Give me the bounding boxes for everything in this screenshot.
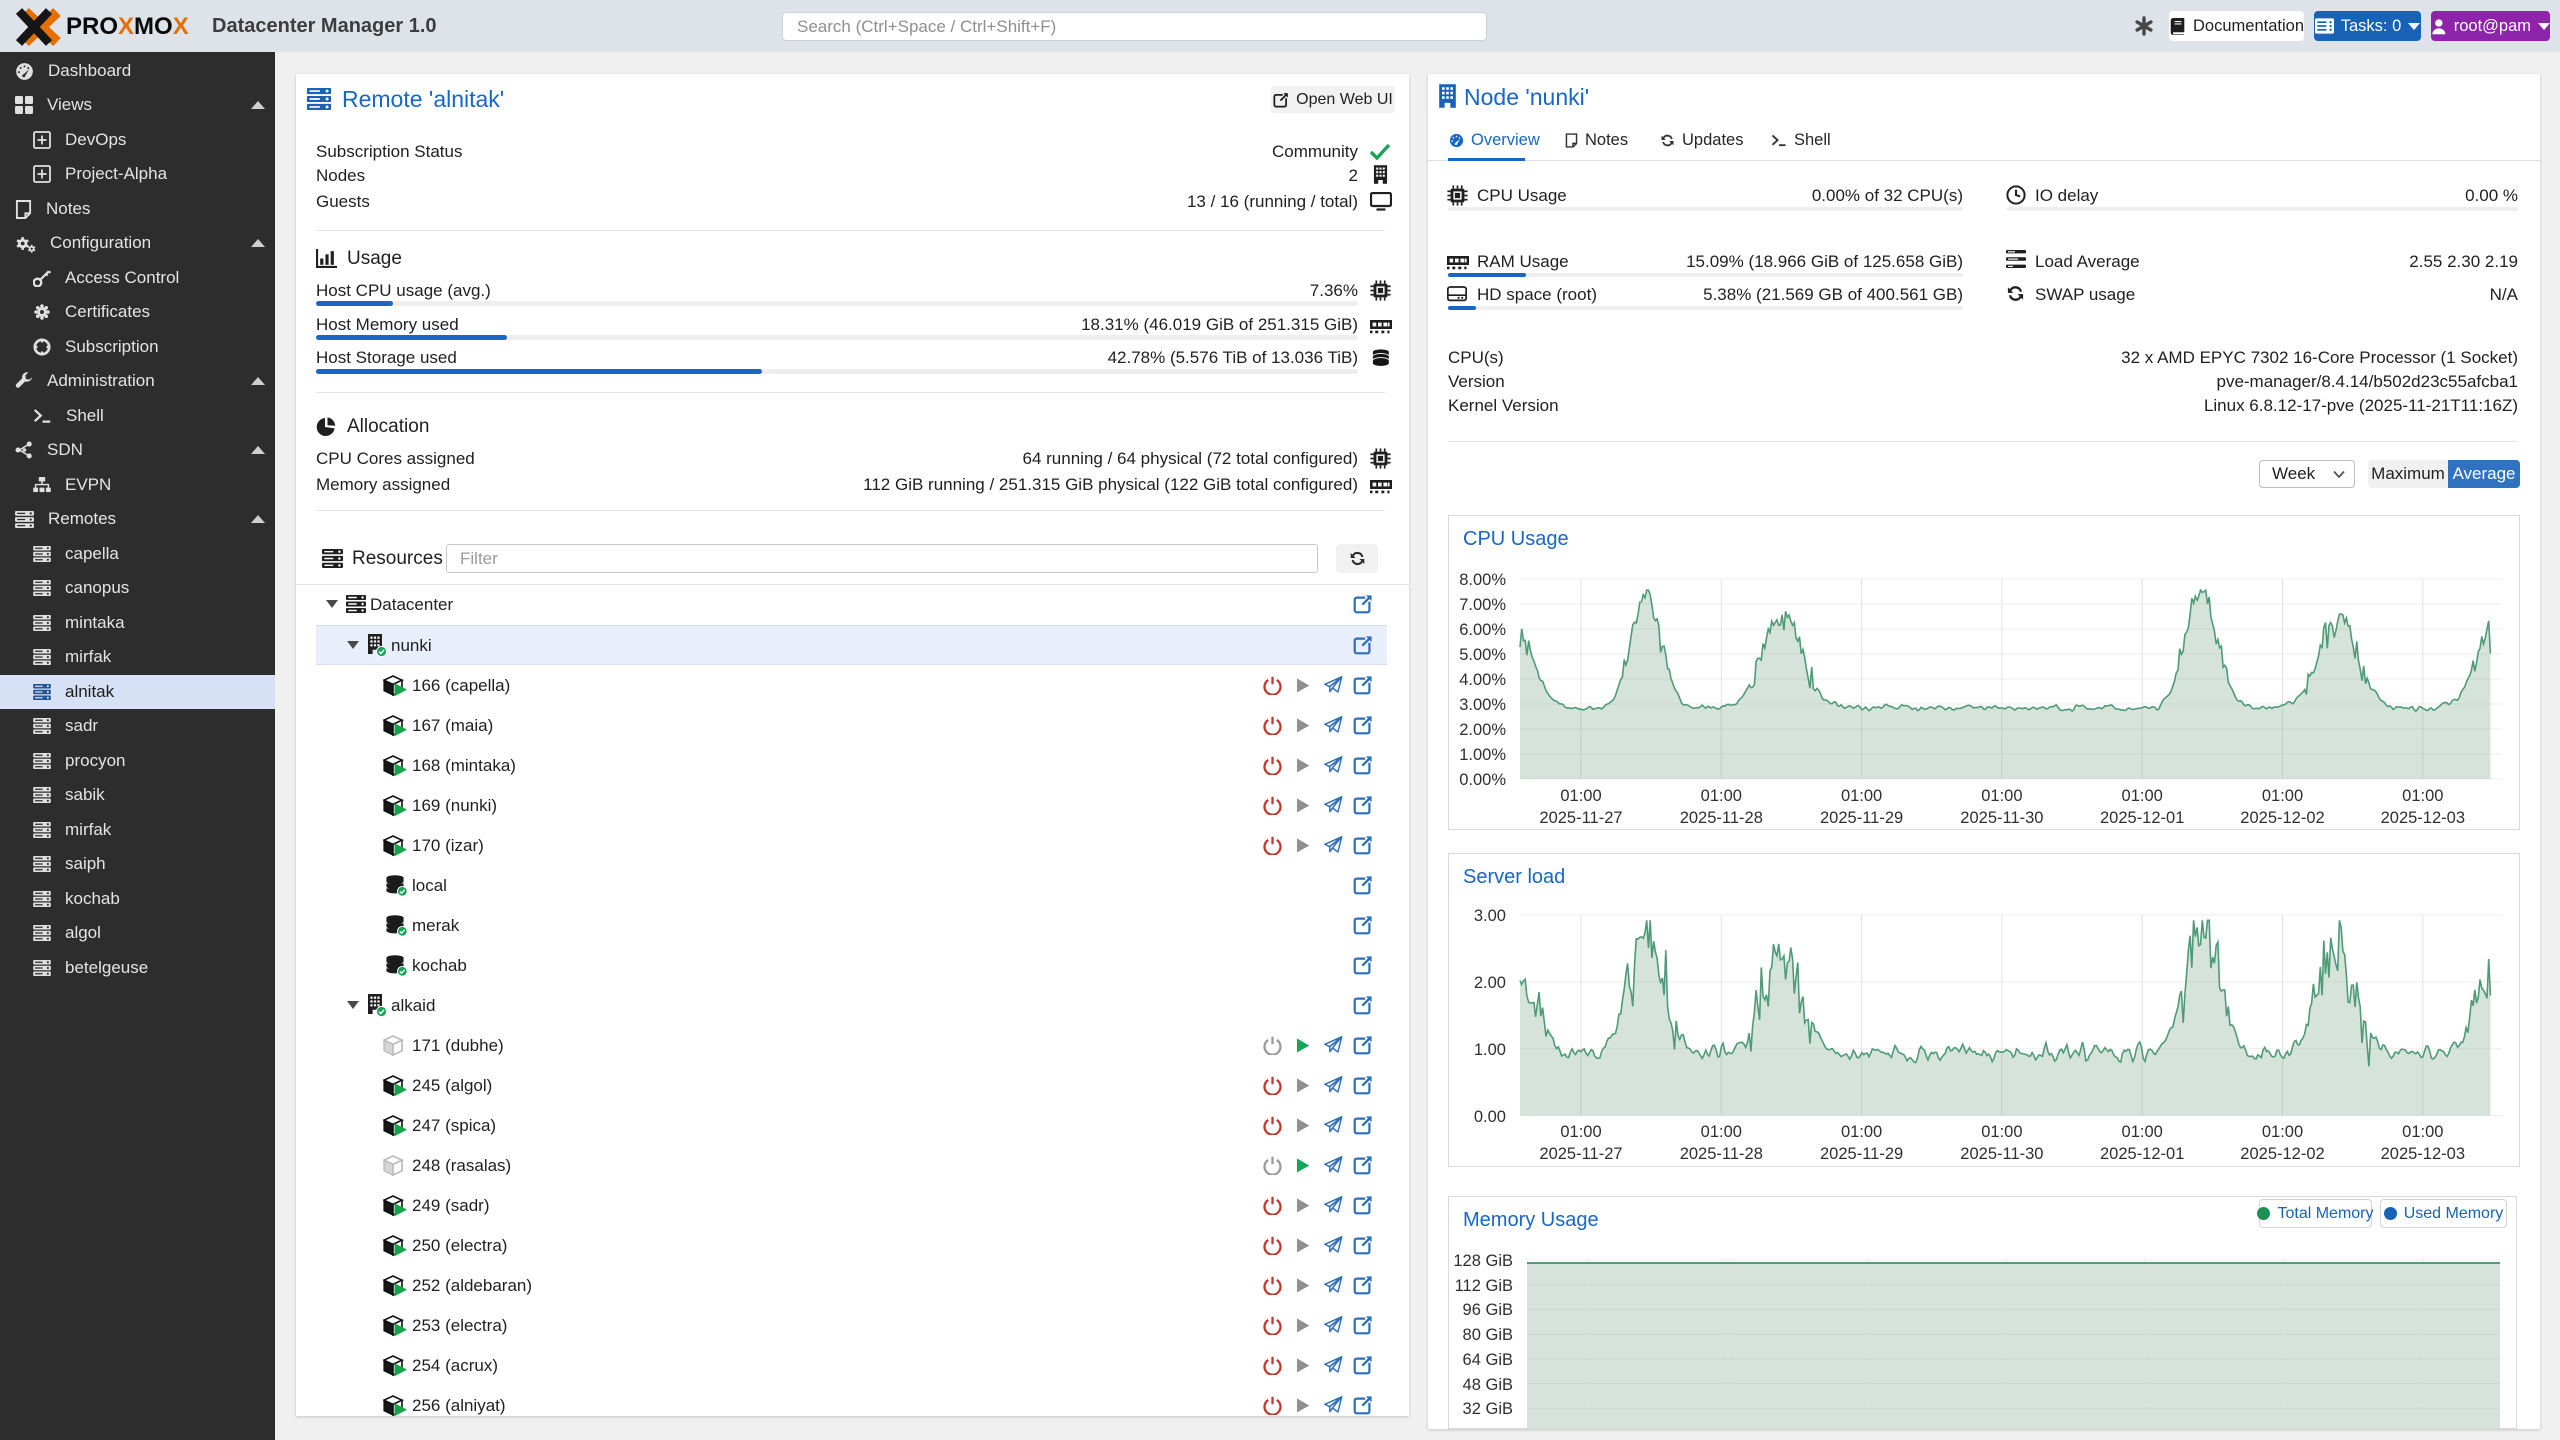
svg-text:4.00%: 4.00% [1459, 671, 1506, 689]
svg-text:1.00%: 1.00% [1459, 746, 1506, 764]
svg-text:128 GiB: 128 GiB [1453, 1252, 1513, 1270]
svg-text:2.00: 2.00 [1474, 974, 1506, 992]
svg-text:0.00: 0.00 [1474, 1108, 1506, 1126]
svg-text:7.00%: 7.00% [1459, 596, 1506, 614]
svg-text:2025-11-28: 2025-11-28 [1680, 1145, 1763, 1163]
svg-text:48 GiB: 48 GiB [1463, 1376, 1513, 1394]
svg-text:2025-12-01: 2025-12-01 [2100, 1145, 2184, 1163]
svg-text:3.00%: 3.00% [1459, 696, 1506, 714]
svg-text:2025-11-30: 2025-11-30 [1960, 809, 2043, 827]
svg-text:01:00: 01:00 [2402, 787, 2443, 805]
svg-text:01:00: 01:00 [2262, 1123, 2303, 1141]
svg-text:2025-12-01: 2025-12-01 [2100, 809, 2184, 827]
svg-text:01:00: 01:00 [2262, 787, 2303, 805]
svg-text:6.00%: 6.00% [1459, 621, 1506, 639]
svg-text:2025-11-27: 2025-11-27 [1539, 1145, 1622, 1163]
svg-text:8.00%: 8.00% [1459, 571, 1506, 589]
svg-text:01:00: 01:00 [1841, 787, 1882, 805]
svg-text:2025-12-02: 2025-12-02 [2240, 809, 2324, 827]
svg-text:80 GiB: 80 GiB [1463, 1326, 1513, 1344]
svg-text:2025-11-30: 2025-11-30 [1960, 1145, 2043, 1163]
svg-text:2025-11-27: 2025-11-27 [1539, 809, 1622, 827]
svg-text:112 GiB: 112 GiB [1455, 1277, 1513, 1295]
svg-text:01:00: 01:00 [1560, 1123, 1601, 1141]
svg-text:01:00: 01:00 [1701, 787, 1742, 805]
svg-text:2025-12-03: 2025-12-03 [2381, 809, 2465, 827]
svg-text:01:00: 01:00 [1560, 787, 1601, 805]
svg-text:96 GiB: 96 GiB [1463, 1301, 1513, 1319]
svg-text:01:00: 01:00 [1701, 1123, 1742, 1141]
svg-text:01:00: 01:00 [2122, 787, 2163, 805]
svg-text:32 GiB: 32 GiB [1463, 1400, 1513, 1418]
svg-text:01:00: 01:00 [2402, 1123, 2443, 1141]
svg-text:2025-12-03: 2025-12-03 [2381, 1145, 2465, 1163]
svg-text:2025-11-29: 2025-11-29 [1820, 1145, 1903, 1163]
svg-text:3.00: 3.00 [1474, 907, 1506, 925]
svg-text:2025-11-28: 2025-11-28 [1680, 809, 1763, 827]
svg-text:01:00: 01:00 [1981, 1123, 2022, 1141]
svg-text:2025-11-29: 2025-11-29 [1820, 809, 1903, 827]
svg-text:01:00: 01:00 [1981, 787, 2022, 805]
svg-text:0.00%: 0.00% [1459, 771, 1506, 789]
svg-text:01:00: 01:00 [2122, 1123, 2163, 1141]
svg-text:2025-12-02: 2025-12-02 [2240, 1145, 2324, 1163]
svg-text:5.00%: 5.00% [1459, 646, 1506, 664]
svg-text:1.00: 1.00 [1474, 1041, 1506, 1059]
svg-text:2.00%: 2.00% [1459, 721, 1506, 739]
svg-text:64 GiB: 64 GiB [1463, 1351, 1513, 1369]
svg-text:01:00: 01:00 [1841, 1123, 1882, 1141]
